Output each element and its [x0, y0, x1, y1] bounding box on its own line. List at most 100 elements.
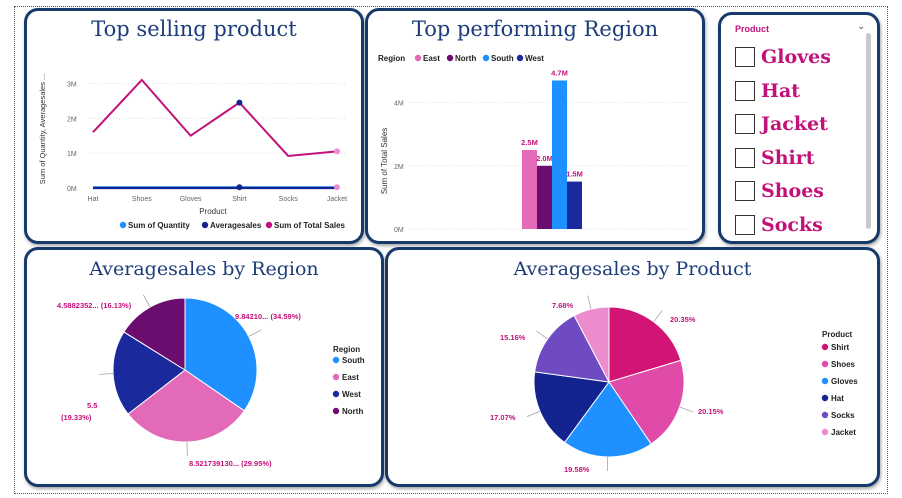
legend-marker — [482, 54, 490, 62]
top-region-bar-chart[interactable]: Region East North South West 0M 2M 4M Sum of Tot… — [368, 11, 702, 241]
checkbox[interactable] — [735, 147, 755, 168]
slicer-item-socks[interactable]: Socks — [735, 211, 823, 239]
leader-line — [535, 330, 548, 340]
data-point — [236, 99, 243, 106]
checkbox[interactable] — [735, 80, 755, 101]
slicer-item-shirt[interactable]: Shirt — [735, 144, 815, 172]
legend-item: East — [423, 54, 440, 63]
product-slice-shoes — [608, 359, 685, 445]
data-point — [334, 184, 340, 191]
y-tick-label: 0M — [394, 227, 404, 234]
x-tick-label: Shoes — [132, 196, 152, 203]
data-label: 4.7M — [551, 68, 568, 77]
product-pie-chart[interactable]: 20.35% 20.15% 19.58% 17.07% 15.16% 7.68% Produ… — [388, 250, 877, 484]
checkbox[interactable] — [735, 181, 755, 202]
leader-line — [248, 329, 262, 337]
slicer-title: Product — [735, 24, 770, 34]
x-tick-label: Hat — [88, 196, 99, 203]
data-label-west-value: 5.5 — [87, 401, 97, 410]
top-selling-card[interactable]: Top selling product 0M 1M 2M 3M Hat Shoes Glov… — [24, 8, 364, 244]
product-slice-shirt — [608, 306, 682, 383]
legend-item: South — [342, 356, 365, 365]
y-tick-label: 0M — [67, 186, 77, 193]
region-pie-title: Averagesales by Region — [89, 258, 319, 280]
slicer-item-label: Shirt — [761, 146, 815, 169]
legend-marker — [821, 360, 829, 368]
legend-marker — [201, 221, 209, 229]
slicer-item-label: Shoes — [761, 180, 824, 203]
legend-item: East — [342, 373, 359, 382]
slicer-item-label: Jacket — [761, 113, 828, 136]
legend-item: North — [455, 54, 476, 63]
region-slice-north — [123, 297, 186, 371]
slicer-item-jacket[interactable]: Jacket — [735, 110, 828, 138]
data-point — [236, 184, 243, 191]
legend-item: Hat — [831, 394, 844, 403]
legend-marker — [821, 377, 829, 385]
y-tick-label: 4M — [394, 101, 404, 108]
slicer-item-label: Hat — [761, 79, 801, 102]
checkbox[interactable] — [735, 215, 755, 235]
region-pie-card[interactable]: Averagesales by Region 9.84210... (34.59… — [24, 247, 384, 487]
legend-marker — [446, 54, 454, 62]
legend-title: Region — [378, 54, 405, 63]
top-selling-title: Top selling product — [91, 17, 297, 41]
leader-line — [142, 294, 151, 308]
leader-line — [526, 410, 541, 418]
slicer-item-gloves[interactable]: Gloves — [735, 43, 831, 71]
data-label-gloves: 19.58% — [564, 465, 590, 474]
region-pie-chart[interactable]: 9.84210... (34.59%) 8.521739130... (29.95… — [27, 250, 381, 484]
product-pie-title: Averagesales by Product — [513, 258, 752, 280]
line-series-2 — [92, 78, 338, 157]
legend-marker — [119, 221, 127, 229]
product-slicer-card[interactable]: Product ⌄ Gloves Hat Jacket Shirt Shoes Socks — [718, 12, 880, 244]
legend-item: West — [525, 54, 544, 63]
slicer-scrollbar[interactable] — [866, 33, 871, 229]
x-tick-label: Jacket — [327, 196, 347, 203]
leader-line — [587, 295, 592, 310]
legend-marker — [821, 343, 829, 351]
legend-item: South — [491, 54, 514, 63]
x-tick-label: Socks — [279, 196, 299, 203]
data-label-socks: 15.16% — [500, 333, 526, 342]
bar-west — [567, 181, 582, 229]
legend-item: Shoes — [831, 360, 856, 369]
legend-title: Product — [822, 330, 853, 339]
legend-marker — [414, 54, 422, 62]
legend-item: Sum of Total Sales — [274, 221, 346, 230]
top-selling-line-chart[interactable]: 0M 1M 2M 3M Hat Shoes Gloves Shirt Socks Jacket Pr… — [27, 11, 361, 241]
data-label: 2.5M — [521, 138, 538, 147]
data-label-shirt: 20.35% — [670, 315, 696, 324]
top-region-card[interactable]: Top performing Region Region East North Sou… — [365, 8, 705, 244]
product-slice-gloves — [563, 381, 652, 458]
checkbox[interactable] — [735, 114, 755, 135]
y-tick-label: 2M — [67, 116, 77, 123]
legend-item: Averagesales — [210, 221, 262, 230]
region-slice-south — [184, 297, 258, 412]
legend-marker — [332, 373, 340, 381]
legend-item: Socks — [831, 411, 855, 420]
legend-marker — [332, 356, 340, 364]
data-label-north: 4.5882352... (16.13%) — [57, 301, 132, 310]
leader-line — [653, 310, 663, 323]
legend-marker — [821, 428, 829, 436]
region-slice-west — [112, 331, 186, 415]
legend-title: Region — [333, 345, 360, 354]
data-label: 2.0M — [536, 154, 553, 163]
slicer-item-shoes[interactable]: Shoes — [735, 177, 824, 205]
chevron-down-icon[interactable]: ⌄ — [857, 21, 866, 32]
data-label-hat: 17.07% — [490, 413, 516, 422]
data-label-east: 8.521739130... (29.95%) — [189, 459, 272, 468]
data-label-south: 9.84210... (34.59%) — [235, 312, 301, 321]
data-label-west-pct: (19.33%) — [61, 413, 92, 422]
bar-north — [537, 165, 552, 229]
slicer-item-label: Socks — [761, 214, 823, 236]
checkbox[interactable] — [735, 47, 755, 67]
y-axis-label: Sum of Total Sales — [380, 128, 389, 195]
product-pie-card[interactable]: Averagesales by Product 20.35% 20.15% 19.5… — [385, 247, 880, 487]
legend-item: Jacket — [831, 428, 856, 437]
slicer-item-hat[interactable]: Hat — [735, 77, 800, 105]
y-tick-label: 2M — [394, 164, 404, 171]
legend-item: Gloves — [831, 377, 858, 386]
